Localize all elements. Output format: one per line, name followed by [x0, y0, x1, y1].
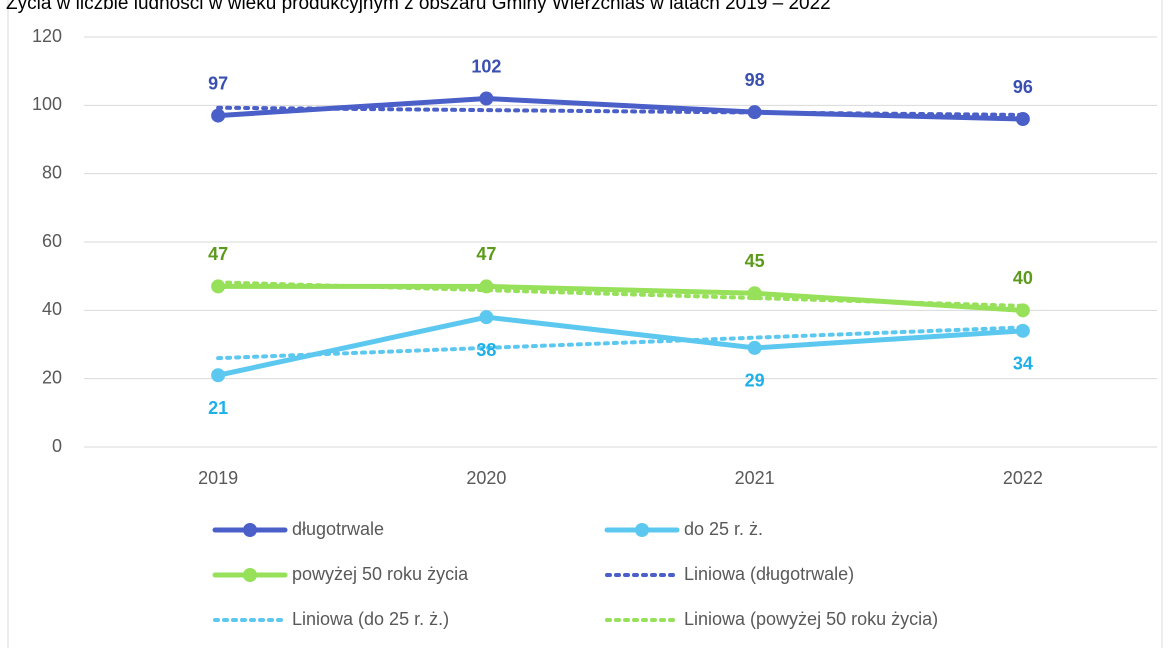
point [747, 105, 762, 120]
point [1015, 112, 1030, 126]
y-tick-label: 80 [42, 162, 62, 182]
data-label: 47 [476, 244, 496, 264]
data-label: 96 [1013, 77, 1033, 97]
chart-title: Życia w liczbie ludności w wieku produkc… [6, 0, 831, 14]
legend-marker [243, 523, 257, 537]
x-tick-label: 2021 [735, 468, 775, 488]
legend-marker [243, 568, 257, 582]
legend-label: Liniowa (długotrwale) [684, 564, 854, 584]
chart-frame [7, 0, 1163, 648]
x-tick-label: 2020 [466, 468, 506, 488]
point [747, 286, 762, 301]
point [479, 91, 494, 106]
y-tick-label: 60 [42, 231, 62, 251]
data-label: 34 [1013, 354, 1033, 374]
x-tick-label: 2019 [198, 468, 238, 488]
y-tick-label: 20 [42, 367, 62, 387]
legend-label: Liniowa (powyżej 50 roku życia) [684, 609, 938, 629]
data-label: 21 [208, 398, 228, 418]
data-label: 45 [745, 251, 765, 271]
legend-marker [635, 523, 649, 537]
point [1015, 323, 1030, 338]
y-tick-label: 40 [42, 299, 62, 319]
series-line [215, 95, 1026, 122]
data-label: 29 [745, 371, 765, 391]
legend-label: Liniowa (do 25 r. ż.) [292, 609, 449, 629]
point [747, 340, 762, 355]
legend-label: powyżej 50 roku życia [292, 564, 469, 584]
data-label: 97 [208, 73, 228, 93]
point [211, 368, 226, 383]
data-label: 40 [1013, 268, 1033, 288]
y-tick-label: 0 [52, 436, 62, 456]
point [211, 279, 226, 294]
point [211, 108, 226, 123]
x-tick-label: 2022 [1003, 468, 1043, 488]
point [479, 310, 494, 325]
point [1015, 303, 1030, 318]
data-label: 38 [476, 340, 496, 360]
y-tick-label: 100 [32, 94, 62, 114]
legend-label: do 25 r. ż. [684, 519, 763, 539]
data-label: 98 [745, 70, 765, 90]
data-label: 47 [208, 244, 228, 264]
series-line [215, 283, 1026, 313]
trend-line [216, 325, 1025, 361]
legend-label: długotrwale [292, 519, 384, 539]
series-line [215, 314, 1026, 378]
y-tick-label: 120 [32, 26, 62, 46]
point [479, 279, 494, 294]
data-label: 102 [471, 56, 501, 76]
